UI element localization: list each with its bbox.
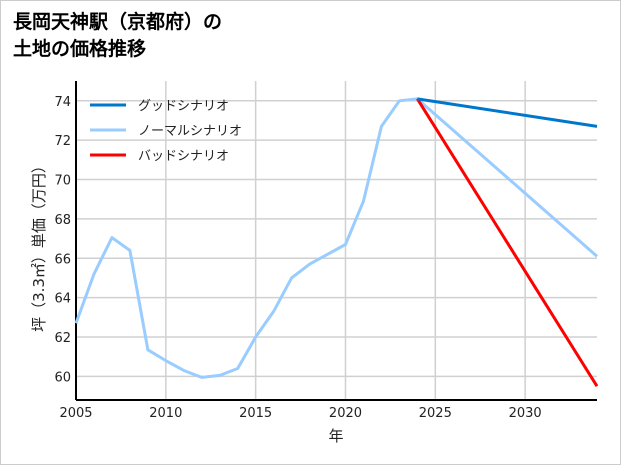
series-line-0 [417,97,598,128]
y-tick-label: 62 [54,331,71,346]
x-tick-label: 2015 [239,406,272,421]
y-tick-label: 66 [54,252,71,267]
series-line-2 [416,98,599,388]
y-tick-label: 70 [54,174,71,189]
x-tick-label: 2020 [329,406,362,421]
x-axis-label: 年 [328,427,343,445]
y-tick-label: 68 [54,213,71,228]
y-axis-label: 坪（3.3㎡）単価（万円） [30,158,48,332]
title-line-1: 長岡天神駅（京都府）の [13,11,223,33]
x-tick-label: 2005 [59,406,92,421]
y-tick-label: 60 [54,370,71,385]
y-tick-label: 72 [54,134,71,149]
legend-label: ノーマルシナリオ [138,124,242,139]
series-line-1 [74,97,598,379]
legend-label: バッドシナリオ [138,149,229,164]
legend-label: グッドシナリオ [138,99,229,114]
y-tick-label: 74 [54,95,71,110]
title-line-2: 土地の価格推移 [13,38,147,60]
x-tick-label: 2010 [149,406,182,421]
y-tick-label: 64 [54,292,71,307]
x-tick-label: 2025 [419,406,452,421]
x-tick-label: 2030 [509,406,542,421]
chart-title: 長岡天神駅（京都府）の 土地の価格推移 [13,9,222,63]
